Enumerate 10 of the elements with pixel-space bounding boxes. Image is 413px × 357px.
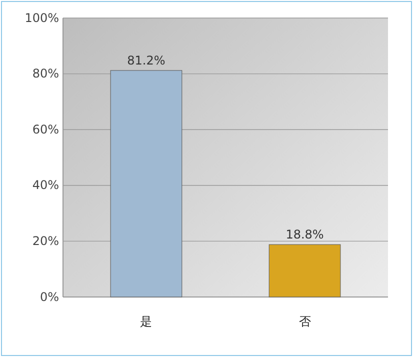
y-tick-label: 60% xyxy=(32,122,59,136)
y-tick-label: 80% xyxy=(32,66,59,81)
y-tick-label: 0% xyxy=(40,290,59,304)
data-label: 18.8% xyxy=(286,228,324,242)
data-label: 81.2% xyxy=(127,53,166,68)
y-tick-label: 20% xyxy=(32,234,59,248)
y-tick-label: 40% xyxy=(32,178,59,192)
x-tick-label: 是 xyxy=(140,314,152,329)
y-tick-label: 100% xyxy=(24,10,59,25)
x-tick-label: 否 xyxy=(298,314,311,329)
